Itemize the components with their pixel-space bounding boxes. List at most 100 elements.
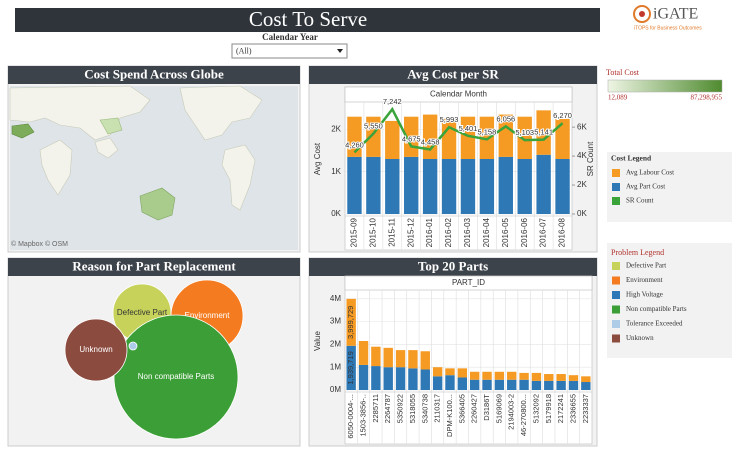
bubble-label: Unknown [79,345,112,354]
x-tick-label: 2015-12 [406,217,415,247]
ramp-max: 87,298,955 [691,94,723,102]
x-tick-label: 46-270800... [519,394,528,436]
bar-segment [346,298,356,346]
legend-label: SR Count [626,197,653,205]
map-region [139,187,176,221]
bar-segment [555,118,570,159]
y-tick-label: 3M [330,317,341,326]
bar-segment [445,368,455,376]
data-label: 5,141 [534,128,553,137]
x-tick-label: 2110317 [433,394,442,423]
bar-segment [457,368,468,378]
bar-segment [517,116,532,159]
bar-segment [536,110,551,155]
panel-header [8,258,300,276]
bar-segment [498,114,513,157]
map-region [99,117,123,135]
filter-value[interactable]: (All) [236,46,252,55]
x-tick-label: 2285711 [371,394,380,423]
header-bar [15,8,600,32]
legend-box [607,243,732,358]
legend-swatch [612,169,620,177]
y-tick-label: 0M [330,385,341,394]
x-tick-label: 5340738 [420,394,429,423]
panel-header [309,66,597,84]
bar-segment [460,116,476,159]
bar-segment [347,116,362,157]
bar-segment [358,341,369,365]
dropdown-arrow[interactable] [337,49,343,53]
data-label: 4,260 [345,140,364,149]
bar-segment [536,154,551,214]
data-label: 5,103 [515,128,534,137]
bar-segment [383,367,393,390]
annotation: 3,999,729 [346,306,355,339]
bar-segment [531,372,542,381]
bar-segment [556,380,566,390]
y-tick-label: 4M [330,294,341,303]
x-tick-label: 2015-11 [387,217,396,246]
legend-swatch [612,183,620,191]
x-tick-label: 2264787 [383,394,392,423]
bar-segment [420,369,430,390]
bar-segment [432,367,443,377]
legend-title: Total Cost [606,68,640,77]
bar-segment [441,118,457,159]
x-tick-label: 5179918 [544,394,553,423]
x-tick-label: 2016-04 [482,217,491,247]
x-tick-label: 6050-0004-... [346,394,355,439]
legend-swatch [612,334,620,343]
filter-dropdown[interactable] [231,43,348,59]
logo-tagline: iTOPS for Business Outcomes [634,25,702,31]
panel-title: Reason for Part Replacement [72,258,236,273]
y-axis-title: Avg Cost [313,142,322,175]
x-tick-label: 2260427 [470,394,479,423]
bar-segment [420,351,430,370]
bar-segment [469,371,480,380]
data-label: 5,550 [364,122,383,131]
bar-segment [371,366,381,390]
panel-header [8,66,300,84]
bar-segment [404,156,419,214]
bar-segment [556,374,566,381]
legend-title: Problem Legend [611,248,664,257]
x-tick-label: 5366405 [457,394,466,423]
bar-segment [568,380,579,390]
bar-segment [469,379,480,390]
logo-mark [633,5,651,23]
data-label: 6,056 [496,114,515,123]
legend-label: Non compatible Parts [626,305,687,313]
bubble-label: Non compatible Parts [138,372,214,381]
x-tick-label: 2016-02 [444,217,453,247]
legend-swatch [612,262,620,270]
x-tick-label: 2016-06 [520,217,529,247]
logo-name: iGATE [653,6,698,23]
bar-segment [408,368,418,390]
map-region [11,123,35,139]
data-label: 5,401 [459,124,478,133]
x-tick-label: 2016-05 [501,217,510,247]
bar-segment [445,375,455,390]
bar-segment [482,379,492,390]
legend-label: High Voltage [626,291,663,299]
x-tick-label: 2015-10 [368,217,377,247]
bar-segment [395,367,406,390]
y-axis-title: Value [313,331,322,351]
bar-segment [494,379,505,390]
color-ramp [607,79,723,93]
panel-title: Top 20 Parts [418,258,488,273]
bar-segment [457,377,468,390]
bar-segment [519,379,529,390]
bar-segment [441,159,457,214]
legend-box [607,152,732,222]
bubble [113,314,239,440]
bar-segment [395,350,406,368]
y2-axis-title: SR Count [586,141,595,176]
x-tick-label: 2016-03 [463,217,472,247]
x-tick-label: 2172241 [556,394,565,423]
bar-segment [494,371,505,380]
bubble [128,341,138,351]
bar-segment [517,159,532,214]
bubble [64,318,128,382]
legend-label: Avg Part Cost [626,183,665,191]
